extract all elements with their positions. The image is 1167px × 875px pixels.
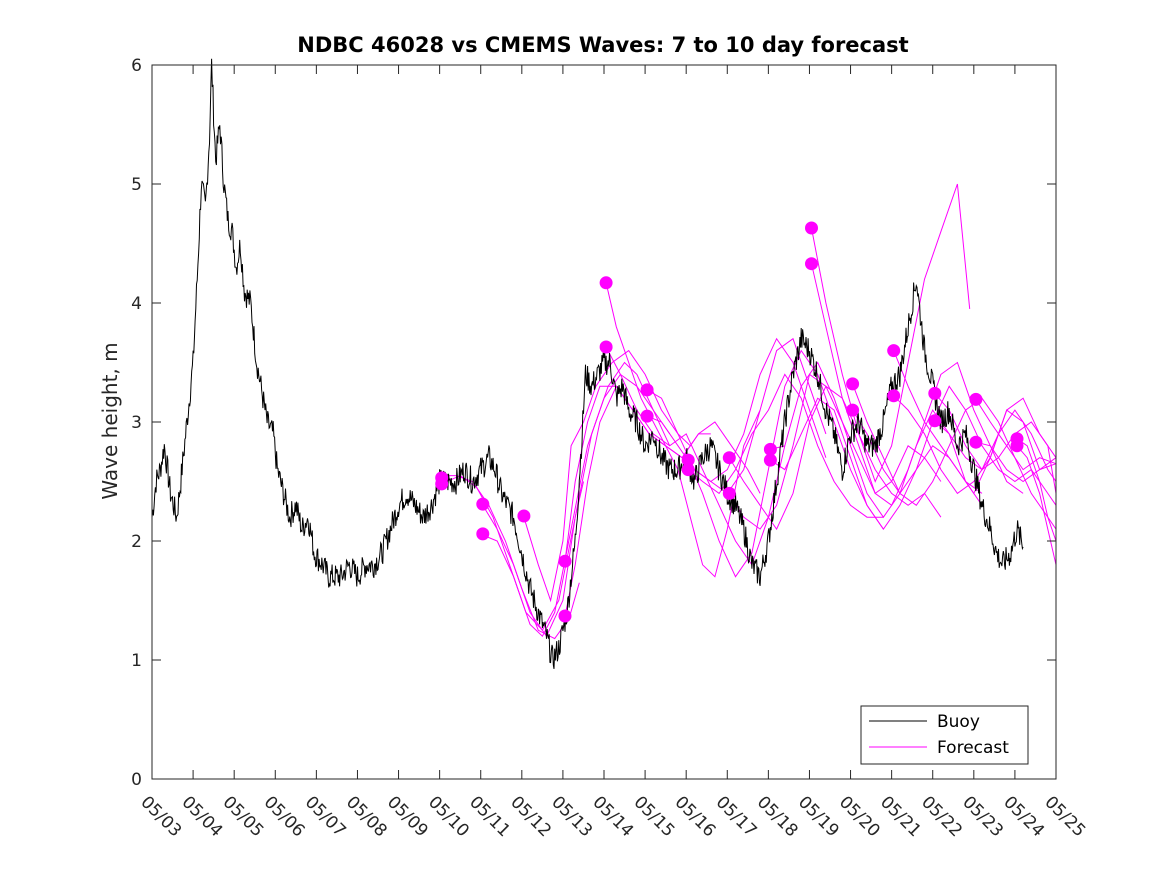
forecast-start-marker-22: [887, 389, 901, 403]
forecast-line-22: [893, 395, 1057, 495]
forecast-start-marker-3: [476, 527, 490, 541]
forecast-start-marker-6: [558, 609, 572, 623]
forecast-start-marker-9: [640, 383, 654, 397]
forecast-start-marker-2: [476, 497, 490, 511]
forecast-start-marker-26: [969, 435, 983, 449]
forecast-start-marker-5: [558, 554, 572, 568]
legend: Buoy Forecast: [860, 705, 1029, 765]
forecast-start-marker-14: [722, 486, 736, 500]
forecast-start-marker-10: [640, 409, 654, 423]
forecast-start-marker-21: [887, 344, 901, 358]
y-tick-label-1: 1: [131, 651, 142, 671]
forecast-line-13: [728, 385, 942, 531]
forecast-start-marker-7: [599, 276, 613, 290]
legend-box: [860, 705, 1029, 765]
forecast-start-marker-8: [599, 340, 613, 354]
y-tick-label-5: 5: [131, 175, 142, 195]
forecast-line-14: [728, 373, 942, 530]
chart-title: NDBC 46028 vs CMEMS Waves: 7 to 10 day f…: [297, 33, 908, 57]
forecast-start-marker-19: [846, 377, 860, 391]
legend-forecast-label: Forecast: [937, 738, 1009, 758]
forecast-start-marker-12: [681, 463, 695, 477]
y-tick-label-2: 2: [131, 532, 142, 552]
forecast-line-26: [975, 441, 1057, 483]
forecast-start-marker-16: [763, 453, 777, 467]
forecast-line-27: [1016, 438, 1057, 542]
forecast-line-10: [646, 337, 827, 483]
forecast-line-9: [646, 337, 827, 495]
forecast-line-11: [687, 349, 884, 578]
forecast-start-marker-18: [805, 257, 818, 271]
forecast-line-2: [482, 361, 671, 638]
y-tick-label-6: 6: [131, 56, 142, 76]
forecast-line-4: [523, 349, 691, 603]
forecast-line-15: [770, 361, 983, 519]
forecast-start-marker-20: [846, 403, 860, 417]
forecast-start-marker-17: [805, 221, 818, 235]
forecast-line-20: [852, 385, 1057, 506]
y-tick-label-3: 3: [131, 413, 142, 433]
forecast-start-marker-25: [969, 392, 983, 406]
forecast-start-marker-1: [435, 477, 449, 491]
forecast-line-18: [811, 263, 1024, 507]
legend-buoy-label: Buoy: [937, 712, 980, 732]
forecast-line-21: [893, 350, 1057, 495]
plot-layer: [151, 58, 1057, 669]
forecast-start-marker-24: [928, 414, 942, 428]
buoy-line: [151, 58, 1024, 669]
forecast-line-16: [770, 397, 983, 530]
forecast-start-marker-13: [722, 451, 736, 465]
y-axis-label: Wave height, m: [98, 342, 122, 499]
y-tick-label-4: 4: [131, 294, 142, 314]
y-tick-label-0: 0: [131, 770, 142, 790]
plot-area: [152, 65, 1056, 779]
forecast-start-marker-23: [928, 386, 942, 400]
forecast-line-8: [605, 346, 786, 566]
forecast-start-marker-28: [1010, 439, 1024, 453]
forecast-line-17: [811, 183, 971, 483]
forecast-line-25: [975, 399, 1057, 471]
forecast-start-marker-11: [681, 453, 695, 467]
forecast-start-marker-4: [517, 509, 531, 523]
forecast-line-12: [687, 373, 884, 518]
forecast-start-marker-15: [763, 442, 777, 456]
